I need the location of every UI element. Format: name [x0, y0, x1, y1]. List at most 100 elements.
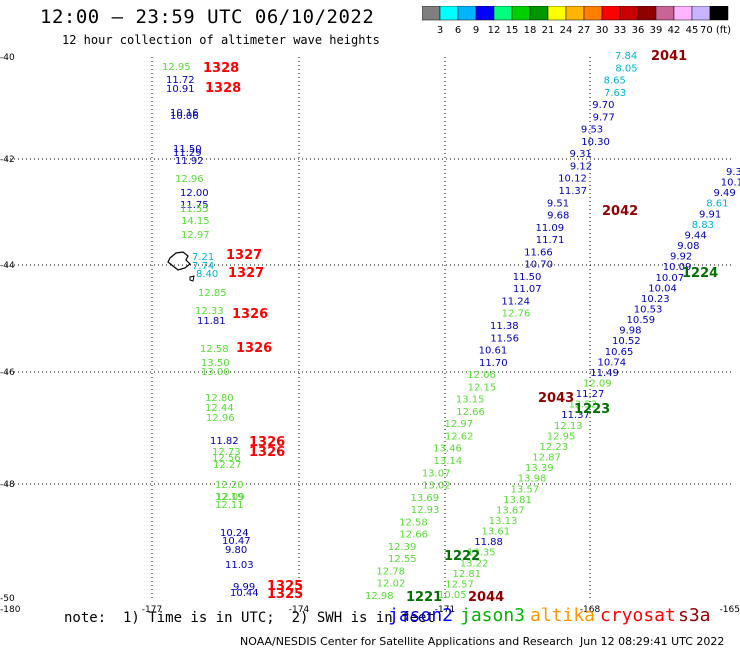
y-tick-label: -50 [0, 594, 15, 604]
wave-height-label: 13.81 [503, 495, 532, 506]
wave-height-label: 9.98 [619, 326, 641, 337]
wave-height-label: 7.74 [192, 261, 214, 272]
x-tick-label: -177 [142, 605, 162, 615]
time-label: 2044 [468, 590, 504, 605]
wave-height-label: 12.95 [162, 62, 191, 73]
time-label: 1326 [236, 341, 272, 356]
wave-height-label: 12.27 [213, 460, 242, 471]
time-label: 1221 [406, 590, 442, 605]
wave-height-label: 10.44 [230, 588, 259, 599]
time-label: 1223 [574, 402, 610, 417]
wave-height-label: 9.53 [581, 125, 603, 136]
wave-height-label: 14.15 [181, 216, 210, 227]
x-tick-label: -168 [580, 605, 601, 615]
wave-height-label: 12.33 [195, 306, 224, 317]
wave-height-label: 12.87 [532, 453, 561, 464]
colorbar-tick-label: 36 [632, 25, 645, 36]
wave-height-label: 10.47 [222, 536, 251, 547]
wave-height-label: 10.91 [166, 84, 195, 95]
wave-height-label: 13.00 [201, 367, 230, 378]
wave-height-label: 12.55 [388, 554, 417, 565]
wave-height-label: 12.66 [456, 407, 485, 418]
wave-height-label: 9.34 [726, 167, 740, 178]
wave-height-label: 12.76 [502, 309, 531, 320]
time-label: 1328 [203, 61, 239, 76]
colorbar-swatch [709, 6, 729, 21]
wave-height-label: 9.49 [714, 188, 736, 199]
time-label: 1326 [249, 435, 285, 450]
wave-height-label: 9.80 [225, 545, 247, 556]
wave-height-label: 13.57 [511, 484, 540, 495]
wave-height-label: 12.66 [399, 530, 428, 541]
wave-height-label: 12.52 [569, 400, 598, 411]
wave-height-label: 12.62 [445, 431, 474, 442]
wave-height-label: 10.74 [598, 357, 627, 368]
wave-height-label: 12.97 [181, 230, 210, 241]
wave-height-label: 12.11 [215, 500, 244, 511]
island-outline [167, 251, 191, 271]
colorbar-tick-label: 39 [650, 25, 663, 36]
legend-jason2: jason2 [388, 605, 454, 626]
wave-height-label: 12.73 [212, 447, 241, 458]
generated-timestamp: Jun 12 08:29:41 UTC 2022 [580, 635, 725, 648]
wave-height-label: 10.70 [524, 260, 553, 271]
wave-height-label: 10.05 [438, 590, 467, 601]
wave-height-label: 13.07 [422, 468, 451, 479]
wave-height-label: 12.93 [411, 505, 440, 516]
wave-height-label: 11.37 [559, 186, 588, 197]
wave-height-label: 9.12 [570, 161, 592, 172]
y-tick-label: -44 [0, 261, 15, 271]
wave-height-label: 9.77 [593, 112, 615, 123]
wave-height-label: 10.04 [648, 283, 677, 294]
wave-height-label: 9.91 [699, 209, 721, 220]
x-tick-label: -180 [0, 605, 21, 615]
wave-height-label: 10.53 [634, 304, 663, 315]
x-tick-label: -171 [435, 605, 455, 615]
colorbar-tick-label: 9 [473, 25, 479, 36]
wave-height-label: 8.05 [615, 63, 637, 74]
wave-height-label: 12.57 [445, 579, 474, 590]
legend-cryosat: cryosat [600, 605, 676, 626]
wave-height-label: 11.56 [490, 333, 519, 344]
wave-height-label: 11.55 [180, 204, 209, 215]
wave-height-label: 7.21 [192, 252, 214, 263]
colorbar-tick-label: 15 [506, 25, 519, 36]
time-label: 1325 [267, 587, 303, 602]
wave-height-label: 11.50 [173, 144, 202, 155]
colorbar-tick-label: 42 [668, 25, 681, 36]
wave-height-label: 11.29 [173, 148, 202, 159]
wave-height-label: 12.15 [468, 382, 497, 393]
wave-height-label: 11.24 [501, 296, 530, 307]
time-label: 1327 [228, 266, 264, 281]
time-label: 1327 [226, 248, 262, 263]
wave-height-label: 13.39 [525, 463, 554, 474]
wave-height-label: 11.72 [166, 75, 195, 86]
colorbar-tick-label: 70 (ft) [700, 25, 731, 36]
credit-text: NOAA/NESDIS Center for Satellite Applica… [240, 635, 574, 648]
wave-height-label: 11.09 [535, 223, 564, 234]
wave-height-label: 11.81 [197, 316, 226, 327]
wave-height-label: 13.61 [482, 527, 511, 538]
wave-height-label: 10.30 [581, 137, 610, 148]
wave-height-label: 13.22 [460, 558, 489, 569]
wave-height-label: 12.78 [376, 566, 405, 577]
wave-height-label: 11.37 [561, 410, 590, 421]
wave-height-label: 11.27 [576, 389, 605, 400]
colorbar-tick-label: 3 [437, 25, 443, 36]
wave-height-label: 11.75 [180, 200, 209, 211]
wave-height-label: 12.02 [377, 579, 406, 590]
wave-height-label: 12.44 [205, 403, 234, 414]
y-tick-label: -48 [0, 480, 15, 490]
wave-height-colorbar: 3 6 9 12 15 18 21 24 27 30 33 36 39 42 45 70 (ft) [422, 6, 731, 36]
wave-height-label: 13.13 [489, 516, 518, 527]
time-label: 2043 [538, 391, 574, 406]
wave-height-label: 13.35 [467, 548, 496, 559]
wave-height-label: 12.85 [198, 288, 227, 299]
wave-height-label: 9.31 [570, 149, 592, 160]
wave-height-label: 11.70 [479, 358, 508, 369]
colorbar-tick-label: 21 [542, 25, 555, 36]
wave-height-label: 10.06 [170, 111, 199, 122]
x-tick-label: -165 [720, 605, 740, 615]
wave-height-label: 12.09 [216, 492, 245, 503]
